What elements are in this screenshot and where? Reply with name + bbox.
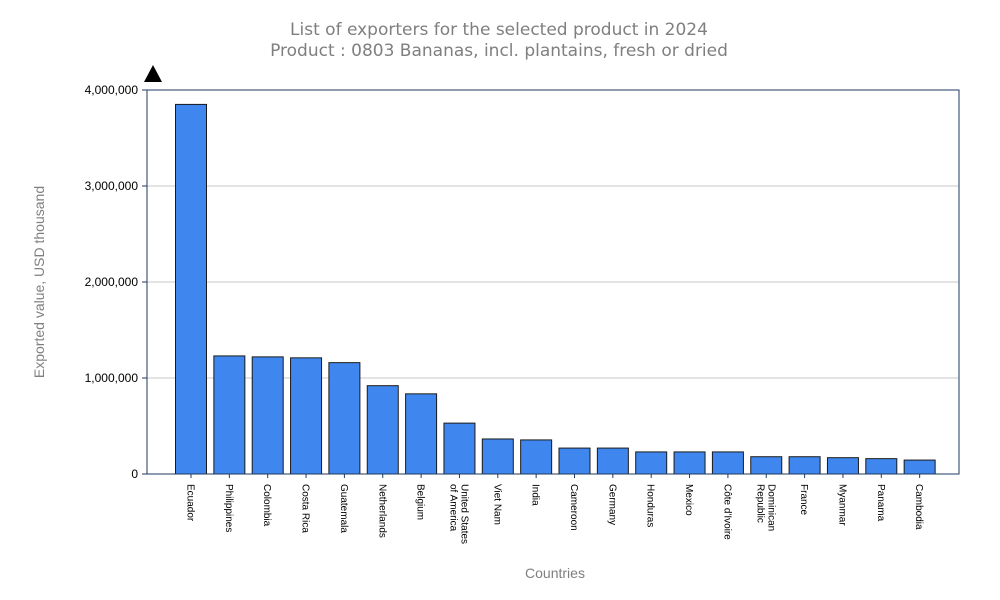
x-tick-label: Netherlands [376,484,387,538]
x-tick-label: Viet Nam [491,484,502,525]
y-axis-title: Exported value, USD thousand [31,186,47,378]
x-tick-label: India [530,484,541,506]
x-tick-label: Philippines [223,484,234,532]
y-tick-label: 0 [131,467,138,481]
bar[interactable] [251,356,284,475]
bar[interactable] [290,357,323,475]
chart-title: List of exporters for the selected produ… [290,20,708,40]
bar[interactable] [635,451,668,475]
bar[interactable] [750,456,783,475]
y-tick-label: 3,000,000 [85,179,139,193]
y-axis-ticks: 0 1,000,000 2,000,000 3,000,000 4,000,000 [85,83,147,481]
x-tick-label: France [798,484,809,516]
y-axis-arrow-icon [144,65,162,82]
bar[interactable] [328,362,361,475]
bar[interactable] [520,439,553,475]
x-tick-label: Honduras [645,484,656,527]
bar[interactable] [405,393,438,475]
bar[interactable] [788,456,821,475]
x-tick-label: Myanmar [836,484,847,526]
bar[interactable] [673,451,706,475]
y-tick-label: 2,000,000 [85,275,139,289]
bar[interactable] [213,355,246,475]
x-tick-label: Cambodia [913,484,924,530]
y-tick-label: 1,000,000 [85,371,139,385]
x-tick-label: Costa Rica [300,484,311,533]
bar[interactable] [865,458,898,475]
bar[interactable] [481,438,514,475]
bar[interactable] [366,385,399,475]
bar[interactable] [903,459,936,475]
x-tick-label: Ecuador [185,484,196,522]
bars [175,103,936,475]
y-tick-label: 4,000,000 [85,83,139,97]
x-tick-label: Colombia [261,484,272,527]
x-tick-label: Cameroon [568,484,579,531]
bar[interactable] [826,457,859,475]
x-tick-label: Panama [875,484,886,522]
bar[interactable] [443,422,476,475]
x-tick-label: Germany [606,484,617,525]
gridlines [147,185,959,379]
bar[interactable] [596,447,629,475]
x-tick-label: Côte d'Ivoire [721,484,732,540]
x-tick-label: DominicanRepublic [754,484,776,531]
x-tick-label: United Statesof America [447,484,469,544]
x-tick-label: Guatemala [338,484,349,533]
bar[interactable] [175,103,207,475]
bar[interactable] [711,451,744,475]
x-tick-label: Belgium [415,484,426,520]
x-axis-labels: Ecuador Philippines Colombia Costa Rica Guat… [185,474,924,544]
x-tick-label: Mexico [683,484,694,516]
bar[interactable] [558,447,591,475]
chart-subtitle: Product : 0803 Bananas, incl. plantains,… [270,41,728,61]
x-axis-title: Countries [525,565,585,581]
